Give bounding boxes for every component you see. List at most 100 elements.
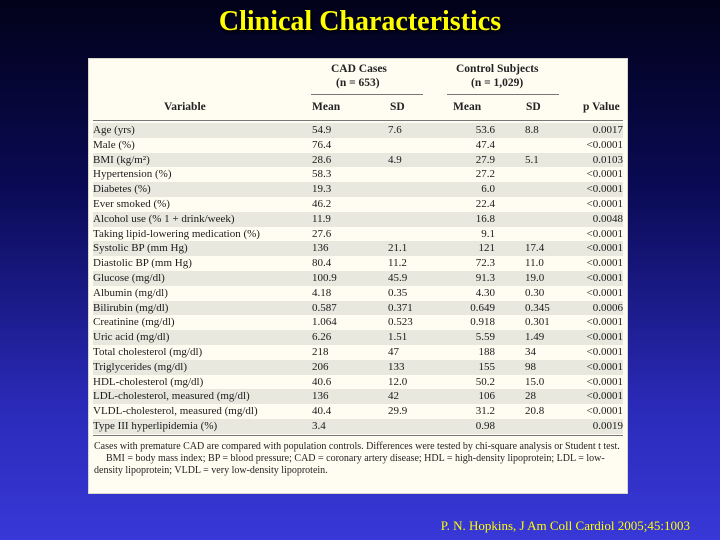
table-row: Bilirubin (mg/dl) 0.587 0.371 0.649 0.345 0.0… xyxy=(93,300,623,316)
control-sd-cell: 0.301 xyxy=(525,316,550,329)
cad-sd-cell: 0.371 xyxy=(388,301,413,314)
control-mean-cell: 27.9 xyxy=(475,153,495,166)
p-value-cell: <0.0001 xyxy=(586,257,623,270)
control-sd-cell: 0.345 xyxy=(525,301,550,314)
control-mean-cell: 31.2 xyxy=(475,405,495,418)
cad-sd-cell: 29.9 xyxy=(388,405,408,418)
variable-cell: Uric acid (mg/dl) xyxy=(93,331,170,344)
cad-sd-cell: 0.523 xyxy=(388,316,413,329)
table-row: Uric acid (mg/dl) 6.26 1.51 5.59 1.49 <0.0001 xyxy=(93,330,623,345)
variable-cell: Systolic BP (mm Hg) xyxy=(93,242,188,255)
p-value-cell: <0.0001 xyxy=(586,168,623,181)
slide-title: Clinical Characteristics xyxy=(218,6,502,37)
control-mean-cell: 106 xyxy=(478,390,496,403)
p-value-cell: <0.0001 xyxy=(586,227,623,240)
control-subjects-n: (n = 1,029) xyxy=(471,77,524,89)
cad-mean-cell: 3.4 xyxy=(312,420,326,432)
table-row: Hypertension (%) 58.3 27.2 <0.0001 xyxy=(93,167,623,182)
cad-sd-cell: 133 xyxy=(388,360,405,373)
control-sd-header: SD xyxy=(526,101,541,113)
control-sd-cell: 34 xyxy=(525,346,536,358)
cad-sd-cell: 7.6 xyxy=(388,124,402,136)
p-value-cell: <0.0001 xyxy=(586,286,623,299)
table-row: VLDL-cholesterol, measured (mg/dl) 40.4 29… xyxy=(93,404,623,419)
table-row: Creatinine (mg/dl) 1.064 0.523 0.918 0.301 <0… xyxy=(93,315,623,330)
cad-sd-cell: 47 xyxy=(388,346,399,358)
variable-cell: Male (%) xyxy=(93,138,135,151)
p-value-cell: <0.0001 xyxy=(586,360,623,373)
control-mean-cell: 53.6 xyxy=(475,124,495,136)
control-mean-cell: 0.649 xyxy=(470,301,495,314)
control-sd-cell: 15.0 xyxy=(525,375,545,388)
control-mean-cell: 121 xyxy=(478,242,496,255)
variable-cell: Total cholesterol (mg/dl) xyxy=(93,346,203,358)
control-mean-cell: 0.918 xyxy=(470,316,495,329)
characteristics-table: CAD Cases (n = 653) Control Subjects (n … xyxy=(88,58,628,494)
footer-rule xyxy=(93,435,623,436)
table-footnote: Cases with premature CAD are compared wi… xyxy=(94,441,624,477)
variable-cell: Taking lipid-lowering medication (%) xyxy=(93,227,260,240)
p-value-cell: <0.0001 xyxy=(586,331,623,344)
cad-mean-cell: 58.3 xyxy=(312,168,332,181)
variable-cell: Bilirubin (mg/dl) xyxy=(93,301,169,314)
cad-mean-cell: 54.9 xyxy=(312,124,332,136)
cad-cases-rule xyxy=(311,94,423,95)
variable-header: Variable xyxy=(164,101,206,113)
p-value-cell: 0.0103 xyxy=(592,153,623,166)
variable-cell: Hypertension (%) xyxy=(93,168,172,181)
variable-cell: Diastolic BP (mm Hg) xyxy=(93,257,192,270)
control-subjects-header: Control Subjects xyxy=(456,63,539,75)
control-sd-cell: 11.0 xyxy=(525,257,544,270)
cad-mean-cell: 136 xyxy=(312,390,329,403)
variable-cell: Creatinine (mg/dl) xyxy=(93,316,175,329)
table-row: LDL-cholesterol, measured (mg/dl) 136 42 10… xyxy=(93,389,623,405)
control-mean-cell: 16.8 xyxy=(475,212,495,225)
table-row: Diabetes (%) 19.3 6.0 <0.0001 xyxy=(93,182,623,197)
control-sd-cell: 20.8 xyxy=(525,405,545,418)
p-value-cell: <0.0001 xyxy=(586,375,623,388)
variable-cell: Ever smoked (%) xyxy=(93,198,170,210)
p-value-cell: <0.0001 xyxy=(586,198,623,210)
variable-cell: LDL-cholesterol, measured (mg/dl) xyxy=(93,390,250,403)
cad-mean-cell: 19.3 xyxy=(312,183,332,196)
control-sd-cell: 28 xyxy=(525,390,536,403)
cad-sd-cell: 21.1 xyxy=(388,242,408,255)
p-value-cell: <0.0001 xyxy=(586,272,623,284)
table-row: Age (yrs) 54.9 7.6 53.6 8.8 0.0017 xyxy=(93,123,623,138)
table-row: Glucose (mg/dl) 100.9 45.9 91.3 19.0 <0.0001 xyxy=(93,271,623,286)
p-value-cell: 0.0019 xyxy=(592,420,623,432)
table-row: Systolic BP (mm Hg) 136 21.1 121 17.4 <0.0001 xyxy=(93,241,623,257)
table-row: Taking lipid-lowering medication (%) 27.6… xyxy=(93,227,623,242)
p-value-cell: <0.0001 xyxy=(586,242,623,255)
p-value-cell: <0.0001 xyxy=(586,405,623,418)
table-row: BMI (kg/m²) 28.6 4.9 27.9 5.1 0.0103 xyxy=(93,152,623,168)
variable-cell: Age (yrs) xyxy=(93,124,135,136)
p-value-cell: <0.0001 xyxy=(586,316,623,329)
cad-mean-cell: 80.4 xyxy=(312,257,332,270)
cad-mean-cell: 0.587 xyxy=(312,301,337,314)
control-sd-cell: 5.1 xyxy=(525,153,539,166)
cad-sd-cell: 45.9 xyxy=(388,272,408,284)
p-value-cell: <0.0001 xyxy=(586,183,623,196)
cad-cases-header: CAD Cases xyxy=(331,63,387,75)
control-mean-cell: 27.2 xyxy=(475,168,495,181)
p-value-cell: 0.0006 xyxy=(592,301,623,314)
cad-sd-cell: 11.2 xyxy=(388,257,407,270)
control-mean-cell: 22.4 xyxy=(475,198,495,210)
p-value-cell: <0.0001 xyxy=(586,138,623,151)
table-row: Alcohol use (% 1 + drink/week) 11.9 16.8 0.… xyxy=(93,211,623,227)
variable-cell: Diabetes (%) xyxy=(93,183,151,196)
p-value-cell: <0.0001 xyxy=(586,346,623,358)
cad-mean-cell: 11.9 xyxy=(312,212,331,225)
cad-mean-cell: 40.6 xyxy=(312,375,332,388)
cad-mean-cell: 27.6 xyxy=(312,227,332,240)
cad-mean-cell: 76.4 xyxy=(312,138,332,151)
control-sd-cell: 0.30 xyxy=(525,286,545,299)
cad-sd-cell: 0.35 xyxy=(388,286,408,299)
control-mean-header: Mean xyxy=(453,101,482,113)
cad-sd-cell: 42 xyxy=(388,390,399,403)
table-row: Type III hyperlipidemia (%) 3.4 0.98 0.0019 xyxy=(93,419,623,434)
control-sd-cell: 8.8 xyxy=(525,124,539,136)
cad-mean-cell: 218 xyxy=(312,346,329,358)
cad-sd-header: SD xyxy=(390,101,405,113)
